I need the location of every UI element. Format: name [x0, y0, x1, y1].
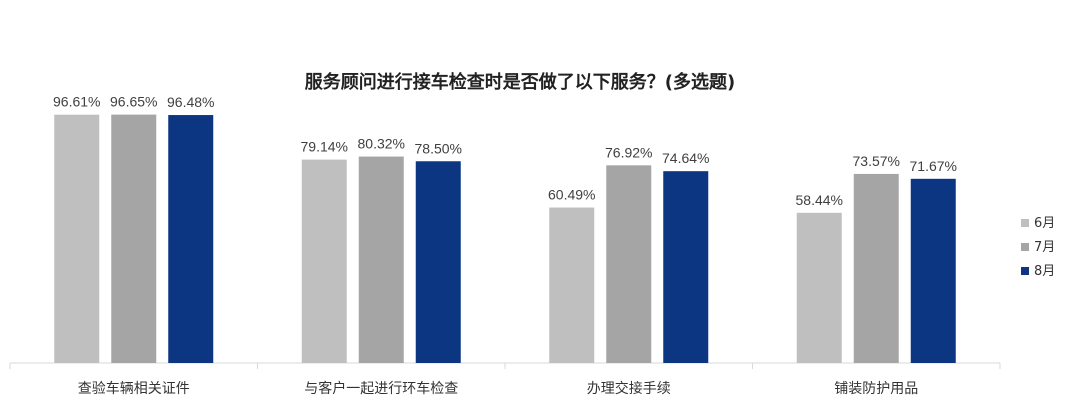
plot-area: 96.61% 96.65% 96.48% 查验车辆相关证件 79.14% 80.32% 78… [9, 94, 1001, 397]
category-label: 与客户一起进行环车检查 [304, 380, 458, 397]
bar [663, 171, 709, 363]
bar [910, 178, 956, 363]
bar [796, 212, 842, 363]
data-label: 76.92% [605, 144, 652, 160]
data-label: 79.14% [301, 139, 348, 155]
data-label: 80.32% [358, 136, 405, 152]
data-label: 58.44% [796, 192, 843, 208]
legend-label: 6月 [1034, 216, 1055, 231]
category-label: 办理交接手续 [587, 380, 671, 397]
bar [301, 159, 347, 363]
legend-label: 8月 [1034, 264, 1055, 279]
data-label: 71.67% [910, 158, 957, 174]
bar [549, 207, 595, 363]
legend-swatch [1021, 219, 1029, 227]
category-label: 查验车辆相关证件 [78, 380, 190, 397]
data-label: 96.61% [53, 94, 100, 110]
bar [415, 161, 461, 363]
chart-title: 服务顾问进行接车检查时是否做了以下服务？(多选题) [305, 71, 735, 93]
bar [358, 156, 404, 363]
data-label: 74.64% [662, 150, 709, 166]
data-label: 96.48% [167, 94, 214, 110]
legend-swatch [1021, 267, 1029, 275]
legend-swatch [1021, 243, 1029, 251]
bar [606, 165, 652, 363]
category-label: 铺装防护用品 [834, 381, 918, 397]
data-label: 60.49% [548, 187, 595, 203]
bar [168, 115, 214, 363]
data-label: 73.57% [853, 153, 900, 169]
data-label: 78.50% [415, 140, 462, 156]
legend: 6月 7月 8月 [1021, 216, 1055, 279]
bar [54, 114, 100, 363]
legend-label: 7月 [1034, 240, 1055, 255]
data-label: 96.65% [110, 94, 157, 110]
bar [111, 114, 157, 363]
bar [853, 173, 899, 363]
